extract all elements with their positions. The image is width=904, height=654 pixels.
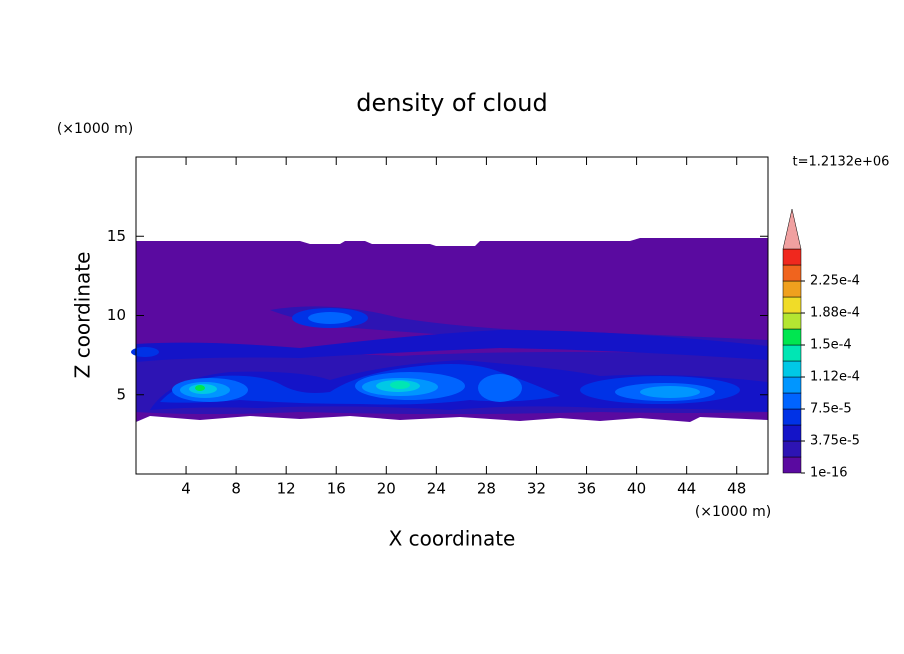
colorbar-label: 7.5e-5 [810, 402, 852, 417]
colorbar-box [782, 328, 802, 346]
x-tick-label: 36 [577, 480, 596, 498]
colorbar-box [782, 408, 802, 426]
chart-title: density of cloud [356, 89, 547, 117]
colorbar-label: 1e-16 [810, 466, 848, 481]
x-tick-label: 8 [231, 480, 241, 498]
x-tick-label: 44 [677, 480, 696, 498]
colorbar-box [782, 344, 802, 362]
contour-region [131, 347, 159, 357]
plot-frame [135, 156, 769, 475]
colorbar-label: 3.75e-5 [810, 434, 860, 449]
colorbar-box [782, 264, 802, 282]
contour-region [390, 381, 410, 389]
y-unit: (×1000 m) [57, 121, 133, 137]
colorbar-box [782, 456, 802, 474]
colorbar-box [782, 312, 802, 330]
contour-region [308, 312, 352, 324]
colorbar-box [782, 424, 802, 442]
contour-region [640, 386, 700, 398]
x-axis-label: X coordinate [389, 527, 516, 551]
x-tick-label: 40 [627, 480, 646, 498]
y-axis-label: Z coordinate [71, 252, 95, 379]
colorbar-label: 1.88e-4 [810, 306, 860, 321]
colorbar-box [782, 296, 802, 314]
x-unit: (×1000 m) [695, 504, 771, 520]
y-tick-label: 15 [107, 227, 126, 245]
colorbar-box [782, 280, 802, 298]
colorbar-label: 1.12e-4 [810, 370, 860, 385]
x-tick-label: 12 [277, 480, 296, 498]
contour-field [131, 238, 768, 422]
x-tick-label: 20 [377, 480, 396, 498]
x-tick-label: 16 [327, 480, 346, 498]
colorbar-label: 2.25e-4 [810, 274, 860, 289]
colorbar-box [782, 376, 802, 394]
contour-region [136, 330, 768, 362]
colorbar-box [782, 440, 802, 458]
colorbar-label: 1.5e-4 [810, 338, 852, 353]
colorbar-box [782, 360, 802, 378]
contour-region [478, 374, 522, 402]
x-tick-label: 4 [181, 480, 191, 498]
y-tick-label: 10 [107, 306, 126, 324]
colorbar-box [782, 392, 802, 410]
x-tick-label: 48 [727, 480, 746, 498]
contour-region [195, 385, 205, 391]
time-annotation: t=1.2132e+06 [793, 155, 890, 170]
colorbar-extend [782, 208, 802, 250]
y-tick-label: 5 [116, 385, 126, 403]
x-tick-label: 28 [477, 480, 496, 498]
x-tick-label: 24 [427, 480, 446, 498]
x-tick-label: 32 [527, 480, 546, 498]
colorbar-box [782, 248, 802, 266]
